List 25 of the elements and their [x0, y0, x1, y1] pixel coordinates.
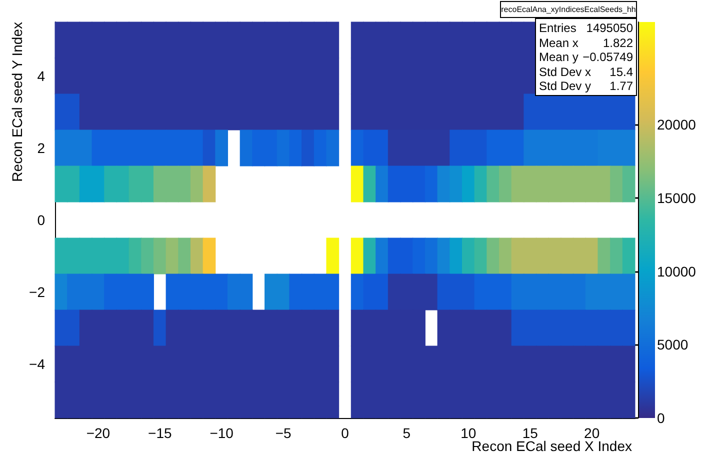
x-tick-label: 5: [402, 425, 411, 441]
x-tick-label: −20: [86, 425, 110, 441]
y-tick-label: 4: [37, 68, 46, 84]
x-tick-label: −5: [275, 425, 292, 441]
color-bar-label: 0: [657, 410, 665, 426]
color-bar-label: 20000: [657, 116, 696, 133]
annotation: Entries 1495050: [539, 21, 633, 36]
color-bar-label: 5000: [657, 336, 688, 353]
x-axis-title: Recon ECal seed X Index: [472, 438, 632, 454]
stats-header: recoEcalAna_xyIndicesEcalSeeds_hh: [500, 1, 637, 18]
x-tick-label: 0: [341, 425, 350, 441]
x-tick-label: −15: [148, 425, 172, 441]
annotation: Mean y −0.05749: [539, 50, 633, 64]
x-tick-label: 20: [584, 425, 600, 441]
stats-panel: Entries 1495050 Mean x 1.822 Mean y −0.05749 Std Dev x 15.4 Std Dev y 1.77: [535, 18, 637, 96]
color-bar-label: 10000: [657, 263, 696, 280]
color-bar-label: 15000: [657, 190, 696, 206]
x-tick-label: 10: [460, 425, 476, 441]
y-tick-label: 0: [37, 212, 46, 228]
y-axis-title: Recon ECal seed Y Index: [9, 22, 25, 182]
x-tick-label: 15: [522, 425, 538, 441]
y-tick-label: −4: [29, 356, 46, 372]
x-tick-label: −10: [210, 425, 234, 441]
y-tick-label: 2: [37, 140, 46, 156]
y-tick-label: −2: [29, 284, 46, 300]
